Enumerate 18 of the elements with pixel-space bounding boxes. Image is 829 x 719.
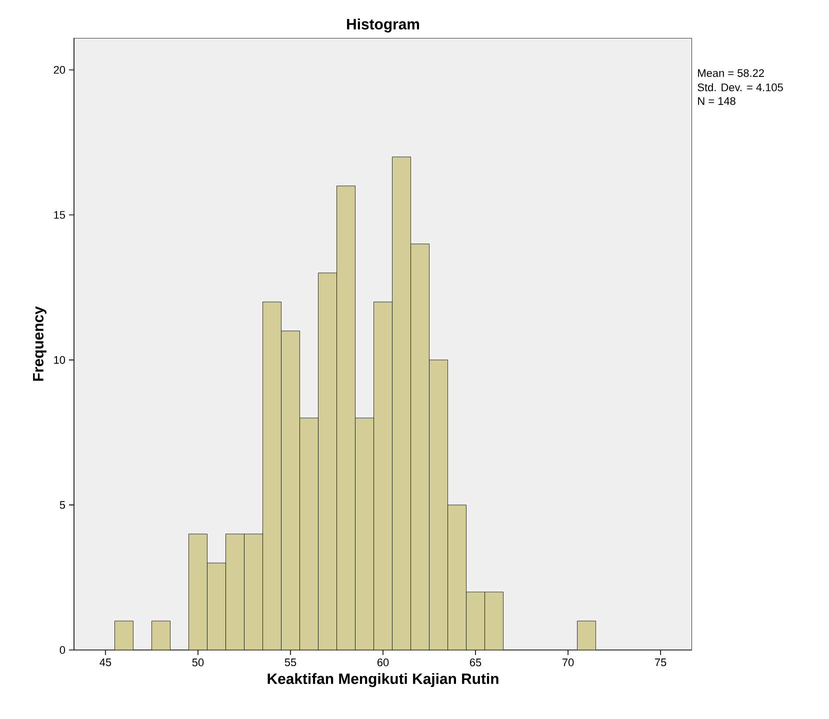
chart-title: Histogram: [347, 18, 420, 32]
x-tick-label: 50: [192, 658, 204, 666]
y-axis-title: Frequency: [33, 306, 46, 381]
text: N = 148: [698, 97, 736, 105]
text: Std. Dev. = 4.105: [698, 83, 783, 92]
y-tick-label: 20: [54, 66, 66, 74]
x-tick-label: 45: [100, 658, 112, 666]
x-tick-label: 55: [284, 658, 296, 666]
x-tick-label: 70: [562, 658, 574, 666]
x-axis-title: Keaktifan Mengikuti Kajian Rutin: [268, 673, 498, 688]
y-tick-label: 0: [60, 646, 66, 654]
x-tick-label: 60: [377, 658, 389, 666]
y-tick-label: 15: [54, 211, 66, 219]
x-tick-label: 65: [470, 658, 482, 666]
y-tick-label: 5: [60, 501, 66, 509]
x-tick-label: 75: [655, 658, 666, 666]
y-tick-label: 10: [54, 356, 66, 364]
text: Mean = 58.22: [698, 69, 764, 77]
